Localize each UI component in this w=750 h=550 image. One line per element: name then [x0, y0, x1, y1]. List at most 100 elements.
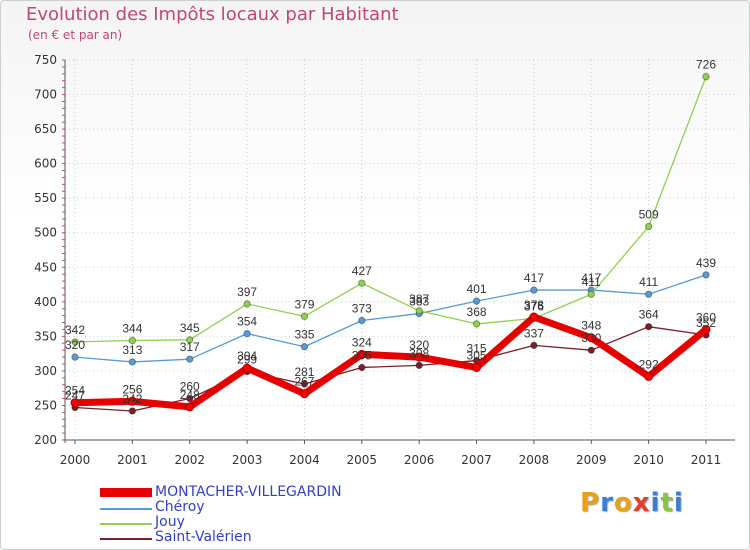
data-point — [300, 343, 309, 351]
y-tick-label: 400 — [34, 295, 57, 309]
data-point — [415, 307, 423, 315]
y-tick-label: 450 — [34, 260, 57, 274]
data-label: 320 — [65, 338, 85, 352]
logo-letter: P — [580, 488, 601, 518]
data-point — [358, 279, 366, 287]
logo-letter: i — [650, 488, 661, 518]
y-tick-label: 250 — [34, 398, 57, 412]
data-label: 352 — [696, 316, 716, 330]
data-point — [529, 312, 539, 322]
y-tick-label: 750 — [34, 53, 57, 67]
x-tick-label: 2004 — [289, 453, 320, 467]
y-tick-label: 200 — [34, 433, 57, 447]
y-tick-label: 500 — [34, 226, 57, 240]
data-label: 256 — [122, 382, 142, 396]
x-tick-label: 2010 — [633, 453, 664, 467]
data-label: 411 — [582, 275, 601, 289]
data-label: 376 — [524, 299, 544, 313]
x-tick-label: 2005 — [347, 453, 378, 467]
data-label: 378 — [524, 298, 544, 312]
legend-swatch — [100, 508, 152, 510]
data-point — [127, 396, 137, 406]
data-point — [586, 333, 596, 343]
data-label: 417 — [581, 271, 601, 285]
data-point — [128, 358, 137, 366]
data-label: 354 — [237, 315, 257, 329]
data-label: 313 — [122, 343, 142, 357]
data-label: 344 — [122, 322, 142, 336]
data-point — [186, 336, 194, 344]
data-label: 411 — [639, 275, 658, 289]
data-point — [185, 402, 195, 412]
data-point — [358, 316, 366, 325]
data-point — [472, 362, 482, 372]
data-point — [644, 322, 653, 331]
y-tick-label: 600 — [34, 157, 57, 171]
y-tick-label: 550 — [34, 191, 57, 205]
y-tick-label: 350 — [34, 329, 57, 343]
logo-letter: i — [673, 488, 684, 518]
data-point — [71, 338, 79, 346]
data-point — [128, 336, 137, 345]
proxiti-logo: Proxiti — [580, 488, 684, 518]
data-label: 509 — [639, 208, 659, 222]
data-point — [357, 349, 367, 359]
logo-letter: t — [660, 488, 674, 518]
data-label: 417 — [524, 271, 544, 285]
data-label: 330 — [581, 331, 601, 345]
data-label: 320 — [409, 338, 429, 352]
x-tick-label: 2008 — [519, 453, 550, 467]
data-point — [644, 290, 653, 298]
data-label: 360 — [696, 310, 716, 324]
data-point — [702, 72, 710, 81]
x-tick-label: 2002 — [174, 453, 205, 467]
data-point — [128, 407, 137, 415]
data-label: 305 — [352, 348, 372, 362]
data-point — [358, 363, 366, 372]
data-label: 364 — [639, 308, 659, 322]
data-label: 373 — [352, 301, 372, 315]
data-point — [243, 329, 251, 338]
data-point — [587, 290, 595, 298]
x-tick-label: 2009 — [576, 453, 607, 467]
chart-subtitle: (en € et par an) — [28, 28, 123, 42]
y-tick-label: 300 — [34, 364, 57, 378]
data-label: 397 — [237, 285, 257, 299]
data-label: 267 — [294, 375, 314, 389]
x-tick-label: 2006 — [404, 453, 435, 467]
data-label: 305 — [467, 348, 487, 362]
data-point — [414, 352, 424, 362]
data-point — [415, 361, 423, 370]
x-tick-label: 2007 — [461, 453, 492, 467]
data-point — [71, 353, 79, 361]
x-tick-label: 2003 — [232, 453, 263, 467]
data-label: 299 — [237, 353, 257, 367]
data-label: 368 — [467, 305, 487, 319]
legend-swatch — [100, 523, 152, 525]
data-label: 281 — [294, 365, 314, 379]
data-point — [70, 398, 80, 408]
data-point — [644, 222, 653, 231]
data-point — [300, 380, 309, 388]
logo-letter: x — [632, 488, 651, 518]
data-label: 383 — [409, 295, 429, 309]
data-label: 248 — [180, 388, 200, 402]
data-point — [701, 324, 711, 334]
data-point — [186, 394, 194, 403]
series-line-jouy — [74, 75, 707, 343]
data-point — [186, 355, 194, 363]
logo-letter: r — [600, 488, 614, 518]
data-label: 337 — [524, 326, 544, 340]
x-tick-label: 2011 — [691, 453, 722, 467]
data-label: 308 — [409, 346, 429, 360]
data-point — [644, 371, 654, 381]
data-point — [243, 300, 251, 308]
data-label: 324 — [352, 335, 372, 349]
data-point — [530, 341, 538, 350]
data-label: 387 — [409, 292, 429, 306]
data-label: 439 — [696, 256, 716, 270]
y-tick-label: 650 — [34, 122, 57, 136]
data-point — [472, 320, 481, 328]
data-label: 304 — [237, 349, 257, 363]
